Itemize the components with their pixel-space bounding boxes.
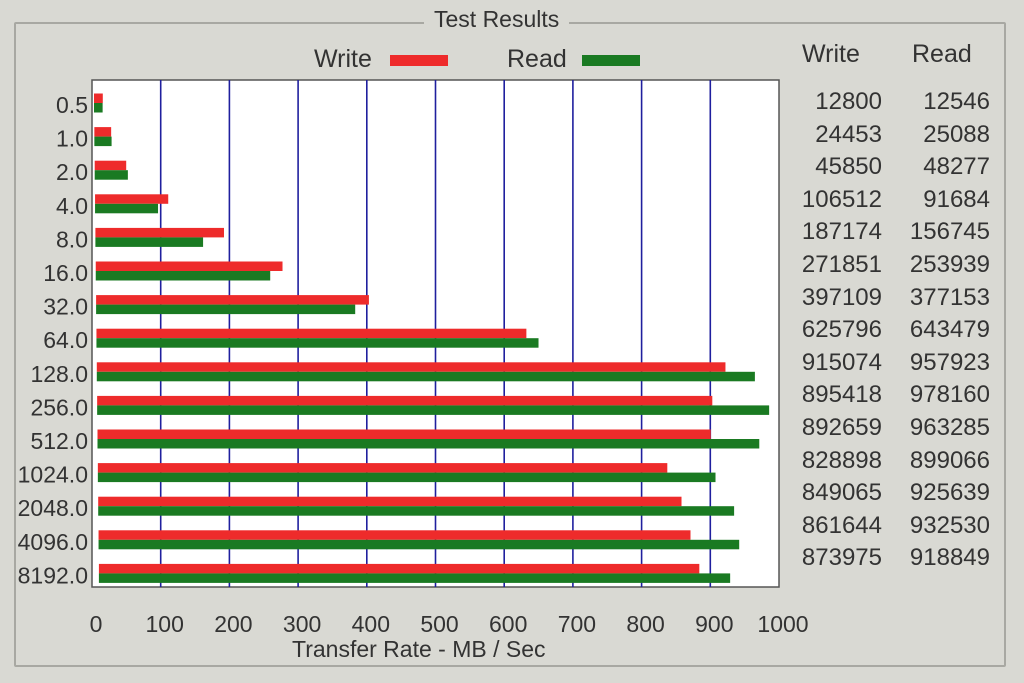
read-value-cell: 25088 xyxy=(923,120,990,148)
write-bar xyxy=(97,463,668,473)
read-bar xyxy=(97,472,716,483)
read-bar xyxy=(98,539,740,550)
write-value-cell: 625796 xyxy=(801,316,882,344)
y-tick-label: 256.0 xyxy=(30,394,88,420)
read-bar xyxy=(96,304,356,315)
write-bar xyxy=(98,530,691,540)
read-bar xyxy=(95,237,204,247)
write-value-cell: 187174 xyxy=(801,218,882,246)
read-bar xyxy=(97,405,770,415)
write-column-header: Write xyxy=(802,40,860,68)
write-value-cell: 892659 xyxy=(801,414,882,441)
read-value-cell: 932530 xyxy=(909,511,990,539)
y-tick-label: 8192.0 xyxy=(18,562,88,588)
write-bar xyxy=(98,496,682,507)
x-tick-label: 700 xyxy=(558,611,596,637)
write-bar xyxy=(96,362,726,372)
x-tick-label: 900 xyxy=(695,611,733,637)
read-bar xyxy=(94,136,112,147)
write-value-cell: 45850 xyxy=(815,153,882,181)
x-tick-label: 500 xyxy=(420,611,458,637)
write-bar xyxy=(94,160,127,171)
read-bar xyxy=(98,573,731,583)
write-bar xyxy=(94,93,103,103)
y-tick-label: 0.5 xyxy=(56,92,88,118)
x-tick-label: 400 xyxy=(352,611,390,637)
write-bar xyxy=(94,127,112,137)
x-tick-label: 0 xyxy=(90,611,103,637)
write-value-cell: 849065 xyxy=(801,479,882,507)
y-tick-label: 4.0 xyxy=(56,193,88,219)
write-value-cell: 12800 xyxy=(815,88,882,115)
y-tick-label: 8.0 xyxy=(56,226,88,252)
read-column-header: Read xyxy=(912,40,972,68)
write-bar xyxy=(98,563,700,574)
y-tick-label: 4096.0 xyxy=(18,529,88,555)
legend-read-label: Read xyxy=(507,45,567,73)
write-bar xyxy=(97,395,713,406)
y-tick-label: 2048.0 xyxy=(18,495,88,521)
read-bar xyxy=(95,203,159,214)
x-tick-label: 200 xyxy=(214,611,252,637)
read-value-cell: 91684 xyxy=(923,185,990,213)
read-value-cell: 978160 xyxy=(909,381,990,409)
write-value-cell: 861644 xyxy=(801,511,882,539)
write-bar xyxy=(97,429,711,439)
write-bar xyxy=(95,227,224,238)
x-axis-label: Transfer Rate - MB / Sec xyxy=(292,636,546,662)
y-tick-label: 32.0 xyxy=(43,294,88,320)
y-tick-label: 1.0 xyxy=(56,126,88,152)
read-value-cell: 899066 xyxy=(909,446,990,474)
read-value-cell: 963285 xyxy=(909,414,990,441)
write-value-cell: 24453 xyxy=(815,120,882,148)
write-bar xyxy=(95,194,169,204)
write-value-cell: 106512 xyxy=(801,185,882,213)
read-value-cell: 156745 xyxy=(909,218,990,246)
x-tick-label: 100 xyxy=(146,611,184,637)
read-bar xyxy=(95,271,271,281)
read-value-cell: 918849 xyxy=(909,544,990,572)
x-tick-label: 800 xyxy=(626,611,664,637)
x-tick-label: 600 xyxy=(489,611,527,637)
legend-write-swatch xyxy=(390,55,448,66)
y-tick-label: 128.0 xyxy=(30,361,88,387)
read-value-cell: 957923 xyxy=(909,348,990,376)
y-tick-label: 16.0 xyxy=(43,260,88,286)
read-value-cell: 48277 xyxy=(923,153,990,181)
read-bar xyxy=(94,103,103,113)
read-value-cell: 12546 xyxy=(923,88,990,115)
read-value-cell: 377153 xyxy=(909,283,990,311)
read-bar xyxy=(94,170,128,180)
read-bar xyxy=(96,371,755,382)
write-value-cell: 397109 xyxy=(801,283,882,311)
legend-write-label: Write xyxy=(314,45,372,73)
y-tick-label: 64.0 xyxy=(43,327,88,353)
write-bar xyxy=(95,261,283,271)
write-bar xyxy=(96,295,369,305)
read-value-cell: 925639 xyxy=(909,479,990,507)
y-tick-label: 2.0 xyxy=(56,159,88,185)
legend-read-swatch xyxy=(582,55,640,66)
write-value-cell: 915074 xyxy=(801,348,882,376)
write-bar xyxy=(96,328,527,339)
x-tick-label: 300 xyxy=(283,611,321,637)
read-bar xyxy=(96,338,539,348)
write-value-cell: 271851 xyxy=(801,251,882,278)
write-value-cell: 873975 xyxy=(801,544,882,572)
read-value-cell: 643479 xyxy=(909,316,990,344)
write-value-cell: 895418 xyxy=(801,381,882,409)
read-bar xyxy=(98,506,735,516)
y-tick-label: 1024.0 xyxy=(18,462,88,488)
read-bar xyxy=(97,439,760,449)
x-tick-label: 1000 xyxy=(757,611,808,637)
chart-title: Test Results xyxy=(424,6,570,33)
write-value-cell: 828898 xyxy=(801,446,882,474)
read-value-cell: 253939 xyxy=(909,251,990,278)
y-tick-label: 512.0 xyxy=(30,428,88,454)
